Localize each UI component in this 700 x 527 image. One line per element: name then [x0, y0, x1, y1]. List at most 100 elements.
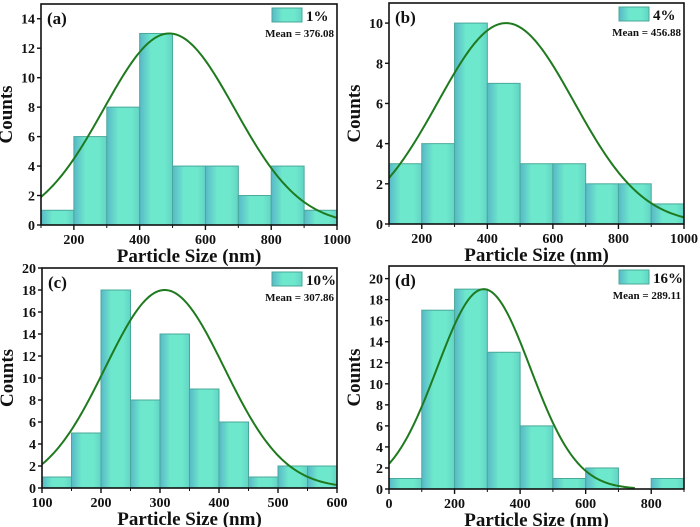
x-tick-label: 400: [477, 232, 498, 247]
y-tick-label: 16: [369, 315, 383, 330]
legend-swatch: [618, 6, 650, 22]
histogram-bar: [650, 477, 685, 490]
histogram-bar: [159, 333, 190, 489]
histogram-bar: [486, 82, 521, 225]
histogram-bar: [519, 425, 554, 490]
y-tick-label: 4: [376, 138, 383, 153]
x-tick-label: 600: [195, 233, 216, 248]
histogram-bar: [552, 163, 587, 225]
y-tick-label: 4: [29, 438, 36, 453]
gaussian-fit-line: [41, 289, 338, 486]
y-tick-label: 18: [369, 294, 383, 309]
y-tick-label: 6: [29, 416, 36, 431]
histogram-bar: [421, 143, 456, 225]
y-tick-label: 14: [22, 328, 36, 343]
legend-label: 1%: [306, 9, 329, 25]
histogram-bar: [218, 421, 249, 489]
y-tick-label: 10: [369, 378, 383, 393]
y-tick-label: 10: [22, 372, 36, 387]
y-tick-label: 2: [28, 190, 35, 205]
panel-b: 0 2 4 6 8 10 200 400 600 800 1000 Particle Size (nm…: [344, 2, 698, 266]
y-tick-label: 2: [376, 462, 383, 477]
histogram-bar: [248, 476, 279, 489]
histogram-bar: [139, 32, 174, 226]
y-tick-label: 6: [376, 420, 383, 435]
panel-a: 0 2 4 6 8 10 12 14 200 400 600 800 1000 Particle Size…: [0, 3, 351, 267]
legend: 4% Mean = 456.88: [612, 6, 681, 39]
y-tick-label: 16: [22, 306, 36, 321]
legend-label: 4%: [653, 8, 676, 24]
plot-frame: [388, 265, 685, 490]
histogram-bar: [41, 476, 72, 489]
x-tick-label: 0: [386, 497, 393, 512]
y-tick-label: 0: [376, 483, 383, 498]
y-tick-label: 18: [22, 284, 36, 299]
legend-swatch: [618, 269, 650, 285]
x-tick-label: 100: [32, 496, 53, 511]
legend-label: 10%: [306, 273, 336, 289]
y-tick-label: 10: [369, 17, 383, 32]
x-tick-label: 1000: [323, 233, 351, 248]
x-tick-label: 500: [268, 496, 289, 511]
legend-swatch: [271, 7, 303, 23]
y-tick-label: 2: [29, 460, 36, 475]
histogram-bar: [552, 477, 587, 490]
y-tick-label: 20: [369, 273, 383, 288]
y-axis-title: Counts: [0, 349, 18, 407]
y-tick-label: 2: [376, 178, 383, 193]
panel-label: (d): [395, 271, 416, 290]
gaussian-fit-line: [388, 288, 635, 489]
gaussian-fit-line: [388, 22, 685, 219]
x-tick-label: 200: [411, 232, 432, 247]
histogram-bar: [204, 165, 239, 226]
y-tick-label: 8: [376, 399, 383, 414]
histogram-bar: [40, 209, 75, 226]
y-tick-label: 4: [28, 160, 35, 175]
y-tick-label: 4: [376, 441, 383, 456]
histogram-bar: [100, 289, 131, 489]
y-tick-label: 20: [22, 262, 36, 277]
y-tick-label: 0: [376, 218, 383, 233]
mean-value-text: Mean = 376.08: [265, 28, 334, 40]
panel-c: 0 2 4 6 8 10 12 14 16 18 20 100 200 300 400 500 600 Parti…: [0, 262, 348, 527]
x-axis-title: Particle Size (nm): [464, 510, 609, 527]
plot-frame: [388, 2, 685, 225]
histogram-bar: [388, 477, 423, 490]
x-axis-title: Particle Size (nm): [464, 245, 609, 266]
x-tick-label: 300: [150, 496, 171, 511]
x-tick-label: 1000: [670, 232, 698, 247]
histogram-bar: [585, 183, 619, 225]
y-axis-title: Counts: [0, 85, 17, 143]
plot-frame: [40, 3, 338, 226]
mean-value-text: Mean = 456.88: [612, 27, 681, 39]
y-tick-label: 8: [28, 101, 35, 116]
histogram-bar: [172, 165, 206, 226]
y-tick-label: 8: [29, 394, 36, 409]
panel-label: (c): [48, 273, 67, 292]
x-axis-title: Particle Size (nm): [117, 246, 262, 267]
x-axis-title: Particle Size (nm): [117, 509, 262, 527]
x-tick-label: 200: [91, 496, 112, 511]
y-axis-title: Counts: [344, 348, 365, 406]
y-tick-label: 0: [28, 219, 35, 234]
legend: 1% Mean = 376.08: [265, 7, 334, 40]
legend: 10% Mean = 307.86: [265, 271, 336, 304]
x-tick-label: 200: [63, 233, 84, 248]
y-axis-title: Counts: [344, 84, 365, 142]
y-tick-label: 10: [21, 72, 35, 87]
y-tick-label: 12: [369, 357, 383, 372]
histogram-bar: [106, 106, 141, 226]
x-tick-label: 800: [608, 232, 629, 247]
mean-value-text: Mean = 307.86: [265, 292, 334, 304]
panel-label: (b): [395, 8, 416, 27]
histogram-bar: [130, 399, 161, 489]
histogram-bar: [454, 288, 488, 490]
x-tick-label: 200: [444, 497, 465, 512]
y-tick-label: 0: [29, 482, 36, 497]
y-tick-label: 6: [28, 131, 35, 146]
x-tick-label: 400: [209, 496, 230, 511]
legend-label: 16%: [653, 271, 683, 287]
y-tick-label: 14: [369, 336, 383, 351]
legend-swatch: [271, 271, 303, 287]
